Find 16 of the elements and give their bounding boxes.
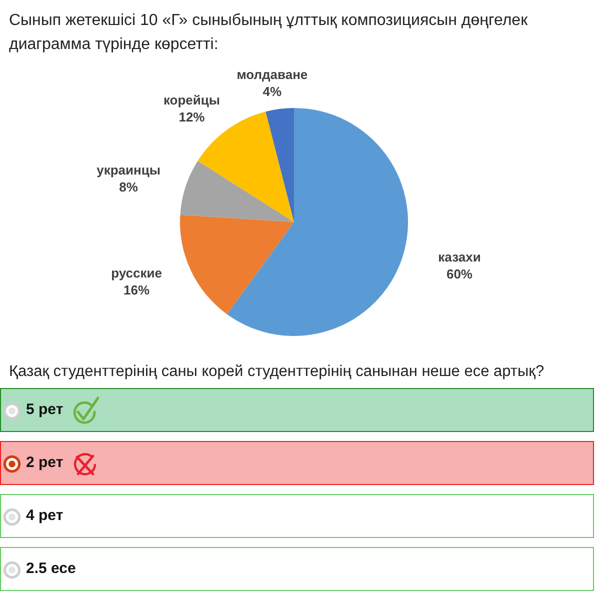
slice-label: украинцы xyxy=(96,162,160,178)
text: Қазақ студенттерінің саны корей студенттерінің санынан неше есе артық? xyxy=(9,362,546,382)
text: 2.5 есе xyxy=(26,559,76,579)
slice-label: русские xyxy=(111,266,162,281)
text: 4 рет xyxy=(26,506,64,526)
slice-label: молдаване xyxy=(236,67,308,82)
slice-label: казахи xyxy=(438,249,481,264)
slice-label: корейцы xyxy=(163,92,220,108)
data-label: 12% xyxy=(178,110,206,125)
text: 5 рет xyxy=(26,400,64,420)
chart-title: Сынып жетекшісі 10 «Г» сыныбының ұлттық композициясын дөңгелек диаграмма түрінде көрсетті: xyxy=(9,11,529,55)
data-label: 4% xyxy=(262,84,282,100)
text: 2 рет xyxy=(26,453,64,473)
data-label: 16% xyxy=(124,282,150,298)
data-label: 8% xyxy=(119,180,138,195)
data-label: 60% xyxy=(446,266,473,282)
